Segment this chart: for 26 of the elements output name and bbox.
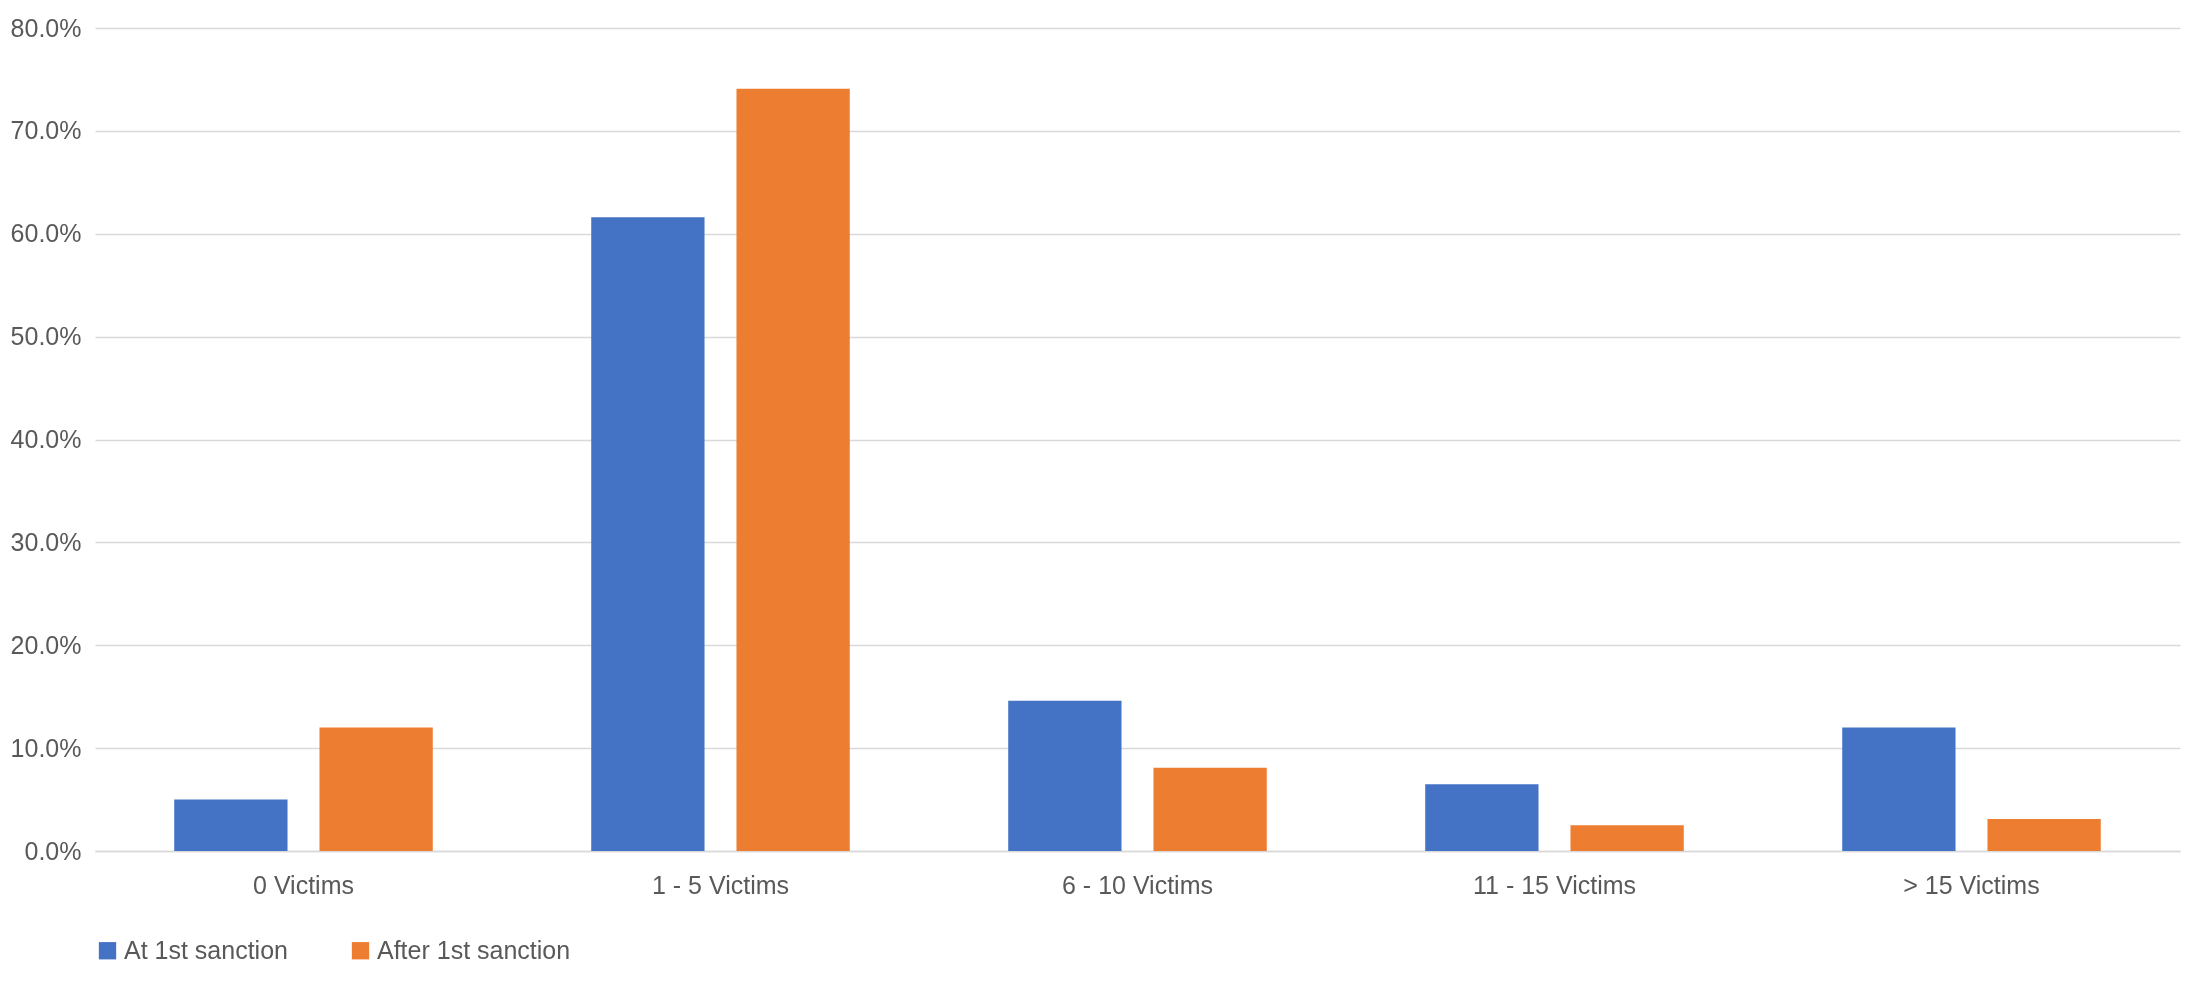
legend-label: At 1st sanction: [124, 935, 288, 964]
bar: [1008, 700, 1122, 851]
y-tick-label: 30.0%: [10, 527, 82, 556]
bar: [1570, 825, 1684, 851]
bar: [174, 799, 288, 851]
x-tick-label: 6 - 10 Victims: [1062, 870, 1213, 899]
bar: [1153, 767, 1267, 851]
y-tick-label: 0.0%: [24, 836, 82, 865]
y-tick-label: 60.0%: [10, 219, 82, 248]
legend-label: After 1st sanction: [377, 935, 571, 964]
y-tick-label: 50.0%: [10, 322, 82, 351]
x-tick-label: 1 - 5 Victims: [651, 870, 790, 899]
y-tick-label: 70.0%: [10, 116, 82, 145]
x-tick-label: 11 - 15 Victims: [1472, 870, 1637, 899]
y-tick-label: 40.0%: [10, 425, 82, 453]
x-tick-label: 0 Victims: [253, 870, 354, 899]
x-tick-label: > 15 Victims: [1903, 870, 2040, 899]
bar: [736, 88, 850, 851]
bar: [319, 727, 433, 851]
bar: [1987, 819, 2101, 851]
bar: [1425, 784, 1539, 851]
bar: [591, 217, 705, 851]
y-tick-label: 10.0%: [10, 733, 82, 762]
y-tick-label: 20.0%: [10, 630, 82, 659]
y-tick-label: 80.0%: [10, 13, 82, 42]
bar: [1842, 727, 1956, 851]
